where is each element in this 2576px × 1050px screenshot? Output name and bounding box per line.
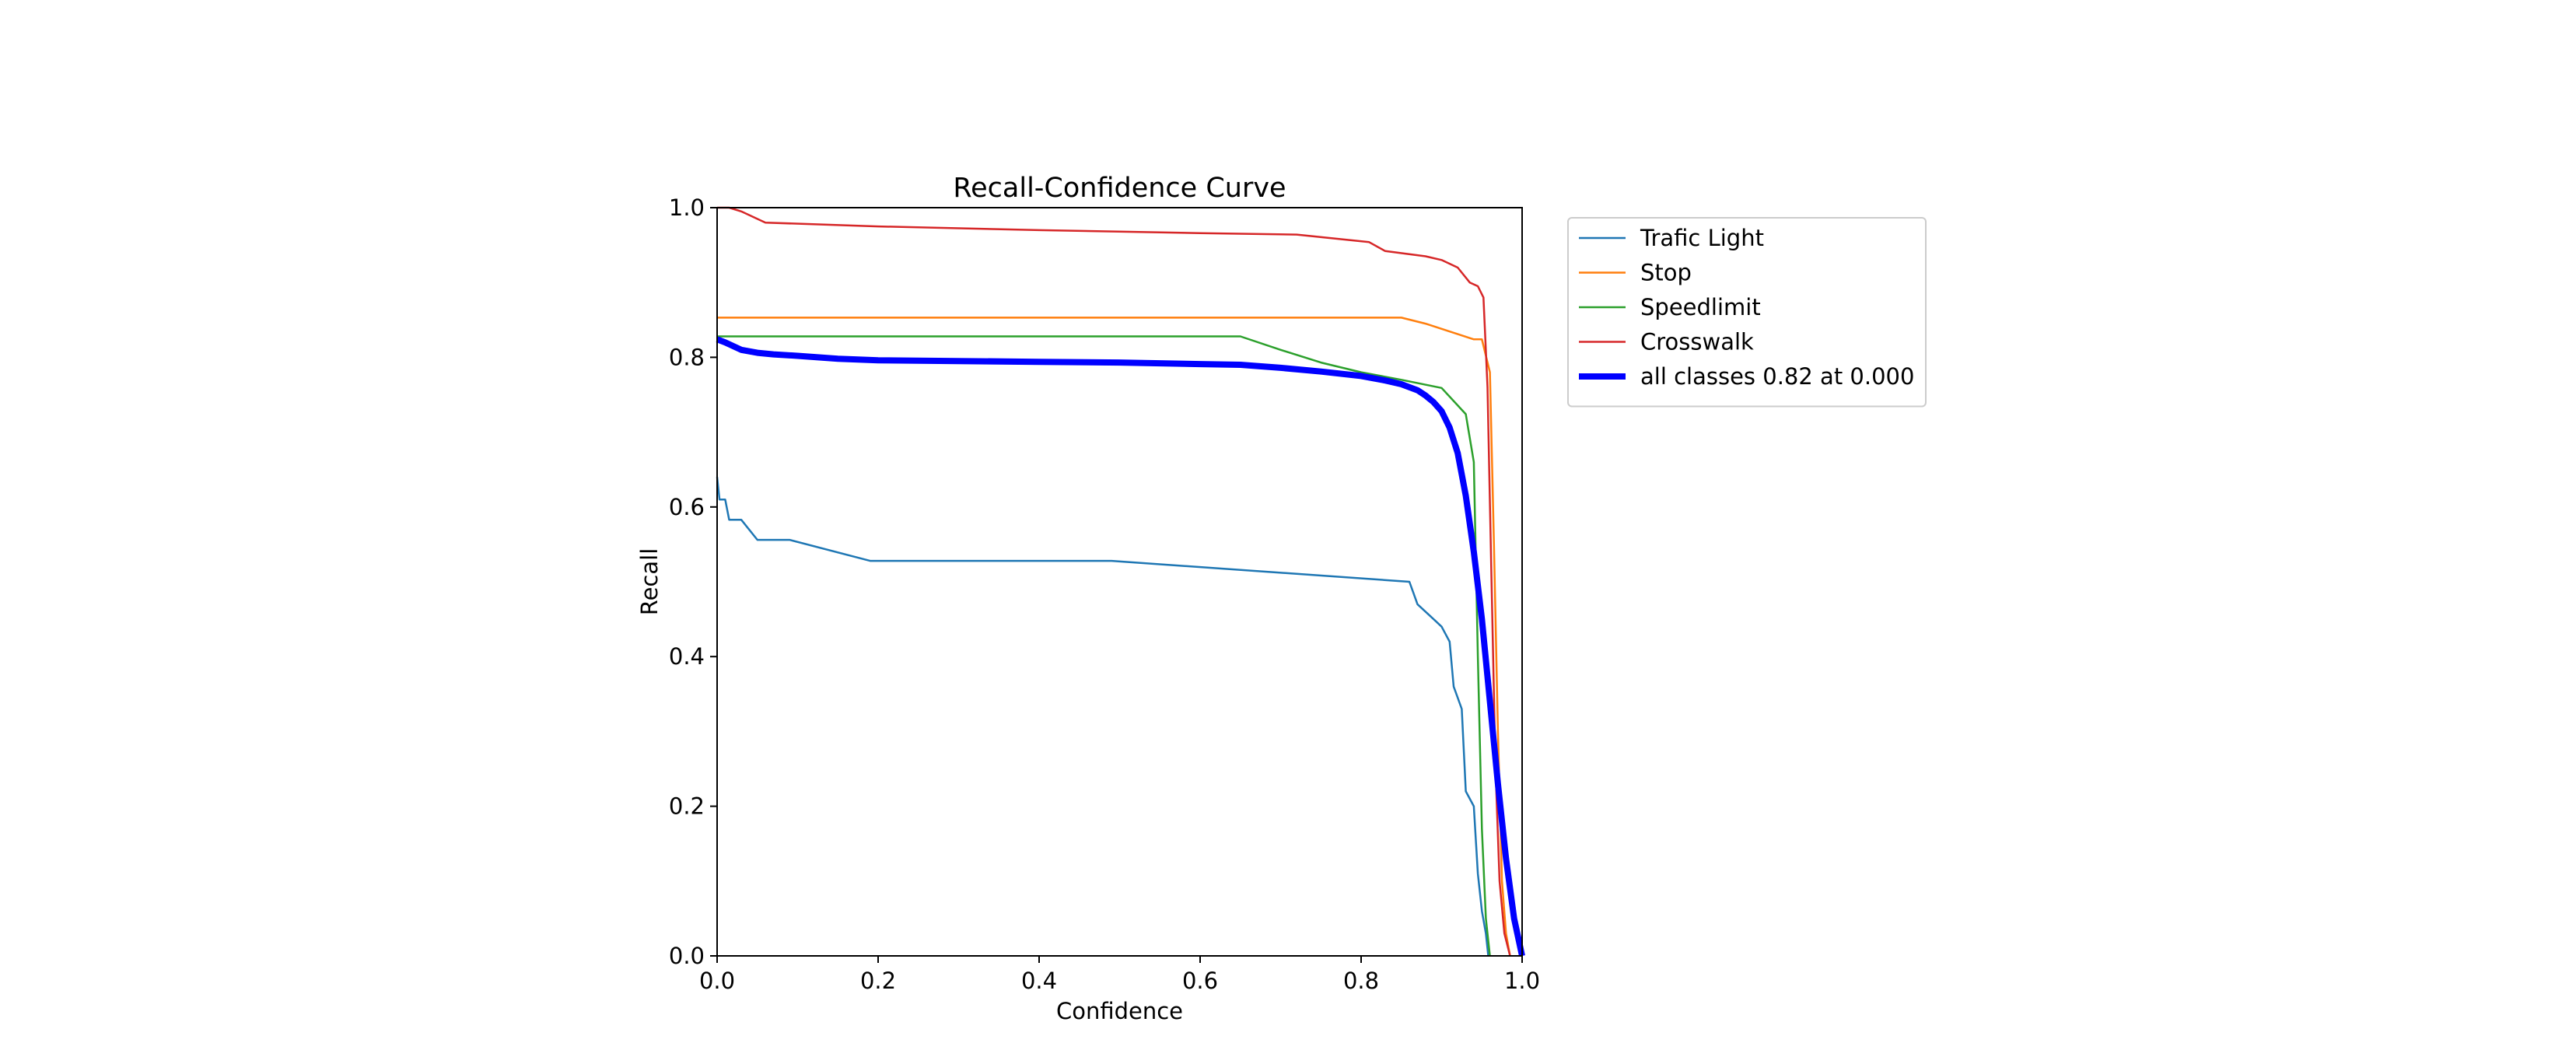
- y-tick-label: 1.0: [669, 194, 705, 221]
- x-tick-label: 0.0: [699, 968, 735, 994]
- y-axis-label: Recall: [636, 548, 663, 616]
- legend: Trafic Light Stop Speedlimit Crosswalk all c…: [1567, 217, 1927, 408]
- y-tick-label: 0.2: [669, 793, 705, 820]
- series-line-2: [717, 335, 1491, 957]
- y-tick-label: 0.0: [669, 943, 705, 969]
- y-tick-label: 0.6: [669, 494, 705, 520]
- plot-frame: [716, 207, 1523, 957]
- x-tick-label: 0.6: [1182, 968, 1218, 994]
- series-line-0: [716, 477, 1489, 957]
- legend-label: Speedlimit: [1640, 294, 1761, 320]
- x-axis-ticks: 0.0 0.2 0.4 0.6 0.8 1.0: [699, 956, 1540, 994]
- legend-label: Crosswalk: [1640, 329, 1754, 355]
- y-tick-label: 0.4: [669, 643, 705, 670]
- series-line-4: [716, 336, 1525, 957]
- x-tick-label: 0.4: [1021, 968, 1057, 994]
- legend-box: [1567, 217, 1927, 408]
- legend-label: Stop: [1640, 260, 1692, 286]
- y-axis-ticks: 0.0 0.2 0.4 0.6 0.8 1.0: [669, 194, 717, 969]
- x-tick-label: 1.0: [1504, 968, 1540, 994]
- series-line-1: [717, 317, 1511, 957]
- legend-label: Trafic Light: [1640, 225, 1764, 251]
- x-tick-label: 0.2: [860, 968, 896, 994]
- legend-label: all classes 0.82 at 0.000: [1640, 363, 1914, 390]
- series-layer: [716, 206, 1525, 957]
- x-tick-label: 0.8: [1343, 968, 1379, 994]
- y-tick-label: 0.8: [669, 344, 705, 370]
- series-line-3: [717, 206, 1511, 957]
- chart-title: Recall-Confidence Curve: [953, 173, 1286, 204]
- x-axis-label: Confidence: [1056, 998, 1183, 1024]
